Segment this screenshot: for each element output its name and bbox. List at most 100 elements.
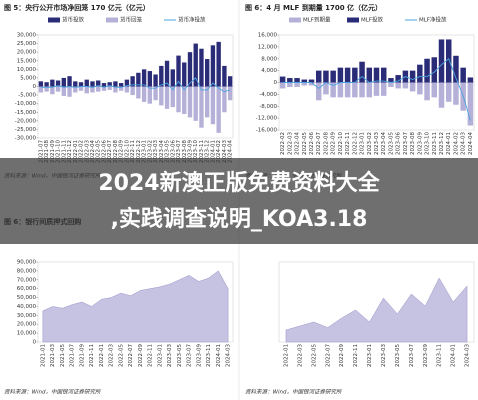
- x-tick-label: 2023-11: [206, 344, 212, 367]
- banner: 2024新澳正版免费资料大全 ,实践调查说明_KOA3.18: [0, 158, 478, 244]
- bar: [395, 75, 401, 83]
- bar: [67, 76, 72, 87]
- x-tick-label: 2023-04: [381, 132, 387, 155]
- x-tick-label: 2022-05: [118, 344, 124, 367]
- x-tick-label: 2024-03: [461, 132, 467, 155]
- x-tick-label: 2022-01: [283, 344, 289, 367]
- area: [285, 277, 468, 343]
- bar: [402, 82, 409, 89]
- x-tick-label: 2022-07: [107, 140, 113, 163]
- x-tick-label: 2024-03: [465, 344, 471, 367]
- bar: [113, 86, 118, 93]
- bar: [55, 80, 61, 87]
- bar: [187, 52, 193, 87]
- x-tick-label: 2022-03: [297, 344, 303, 367]
- x-tick-label: 2022-01: [99, 344, 105, 367]
- bar: [101, 86, 107, 91]
- bar: [467, 82, 474, 126]
- y-tick-label: 10,000: [17, 331, 37, 337]
- x-tick-label: 2022-11: [353, 344, 359, 367]
- x-tick-label: 2023-08: [410, 132, 416, 155]
- x-tick-label: 2021-09: [79, 344, 85, 367]
- bar: [438, 82, 445, 108]
- bar: [182, 86, 187, 114]
- bar: [147, 86, 153, 104]
- bar: [84, 86, 89, 94]
- y-tick-label: 25,000: [17, 41, 37, 47]
- bar: [90, 86, 95, 93]
- x-tick-label: 2024-01: [446, 132, 452, 155]
- x-tick-label: 2022-08: [323, 132, 329, 155]
- x-tick-label: 2024-01: [216, 344, 222, 367]
- x-tick-label: 2024-04: [228, 140, 234, 163]
- bar: [227, 76, 233, 87]
- bar: [38, 86, 44, 93]
- x-tick-label: 2023-06: [170, 140, 176, 163]
- x-tick-label: 2023-03: [167, 344, 173, 367]
- y-tick-label: 60,000: [17, 286, 37, 292]
- x-tick-label: 2023-05: [177, 344, 183, 367]
- x-tick-label: 2023-12: [439, 132, 445, 155]
- x-tick-label: 2021-07: [70, 344, 76, 367]
- x-tick-label: 2022-10: [124, 140, 130, 163]
- bar: [107, 82, 112, 87]
- x-tick-label: 2022-02: [280, 132, 286, 155]
- y-tick-label: -10,000: [15, 101, 37, 107]
- y-tick-label: 5,000: [20, 75, 36, 81]
- x-tick-label: 2023-03: [374, 132, 380, 155]
- bar: [453, 55, 459, 83]
- bar: [199, 48, 204, 87]
- bar: [315, 82, 322, 101]
- y-tick-label: 70,000: [17, 277, 37, 283]
- chart-title: 图 5：央行公开市场净回笼 170 亿元（亿元）: [4, 3, 150, 12]
- bar: [96, 86, 101, 92]
- x-tick-label: 2021-10: [56, 140, 62, 163]
- bar: [164, 60, 170, 87]
- bar: [96, 80, 101, 87]
- bar: [344, 82, 351, 98]
- bar: [84, 79, 89, 87]
- bar: [330, 70, 336, 83]
- x-tick-label: 2023-08: [182, 140, 188, 163]
- bar: [90, 81, 95, 87]
- x-tick-label: 2022-09: [138, 344, 144, 367]
- y-tick-label: 16,000: [258, 33, 278, 39]
- source-note: 资料来源：Wind，中国银河证券研究所: [4, 389, 102, 396]
- y-tick-label: 40,000: [17, 304, 37, 310]
- source-note: 资料来源：Wind，中国银河证券研究所: [245, 389, 343, 396]
- bar: [141, 69, 147, 87]
- y-tick-label: 90,000: [17, 260, 37, 266]
- bar: [424, 82, 430, 101]
- x-tick-label: 2022-04: [90, 140, 96, 163]
- x-tick-label: 2024-03: [226, 344, 232, 367]
- bar: [55, 86, 61, 92]
- bar: [136, 86, 141, 99]
- bar: [337, 67, 344, 83]
- bar: [193, 43, 198, 87]
- x-tick-label: 2023-03: [153, 140, 159, 163]
- x-tick-label: 2024-01: [451, 344, 457, 367]
- x-tick-label: 2022-03: [287, 132, 293, 155]
- net-line: [282, 58, 471, 121]
- x-tick-label: 2021-07: [38, 140, 44, 163]
- x-tick-label: 2024-01: [210, 140, 216, 163]
- x-tick-label: 2021-09: [50, 140, 56, 163]
- x-tick-label: 2023-11: [199, 140, 205, 163]
- y-tick-label: 10,000: [17, 67, 37, 73]
- bar: [38, 81, 44, 87]
- bar: [315, 70, 322, 83]
- x-tick-label: 2022-07: [325, 344, 331, 367]
- x-tick-label: 2023-01: [367, 344, 373, 367]
- bar: [301, 79, 308, 83]
- bar: [153, 86, 158, 101]
- bar: [170, 69, 175, 87]
- x-tick-label: 2023-01: [157, 344, 163, 367]
- x-tick-label: 2022-04: [295, 132, 301, 155]
- x-tick-label: 2023-05: [388, 132, 394, 155]
- x-tick-label: 2022-09: [339, 344, 345, 367]
- x-tick-label: 2023-02: [367, 132, 373, 155]
- bar: [227, 86, 233, 101]
- bar: [279, 76, 286, 83]
- bar: [373, 82, 380, 96]
- x-tick-label: 2023-05: [395, 344, 401, 367]
